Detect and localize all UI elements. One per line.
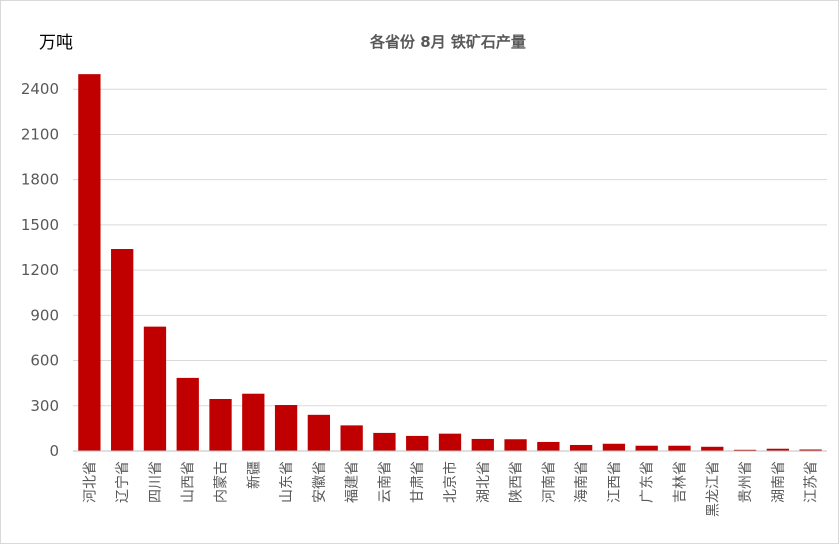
y-tick-labels: 0 300 600 900 1200 1500 1800 2100 2400 xyxy=(21,80,59,460)
category-label: 湖南省 xyxy=(771,461,787,503)
category-label: 福建省 xyxy=(345,461,361,503)
category-label: 江西省 xyxy=(607,461,623,503)
bar-3 xyxy=(176,377,199,451)
category-label: 吉林省 xyxy=(672,461,688,503)
category-label: 河南省 xyxy=(541,461,557,503)
bar-20 xyxy=(733,449,757,451)
category-label: 广东省 xyxy=(640,461,656,503)
bar-17 xyxy=(635,445,658,451)
y-tick-label: 300 xyxy=(30,397,59,415)
y-axis-unit-label: 万吨 xyxy=(39,33,73,53)
category-label: 湖北省 xyxy=(476,461,492,503)
category-label: 贵州省 xyxy=(738,461,754,503)
bar-16 xyxy=(602,443,626,451)
category-label: 黑龙江省 xyxy=(705,461,721,517)
bar-15 xyxy=(569,444,593,451)
bar-13 xyxy=(504,439,527,451)
category-label: 山西省 xyxy=(181,461,197,503)
y-tick-label: 1800 xyxy=(21,171,59,189)
bar-10 xyxy=(406,435,429,451)
bar-5 xyxy=(242,393,265,451)
category-label: 内蒙古 xyxy=(214,461,230,503)
bar-7 xyxy=(307,414,331,451)
y-tick-label: 900 xyxy=(30,306,59,324)
chart-title: 各省份 8月 铁矿石产量 xyxy=(369,33,526,51)
bar-9 xyxy=(373,432,396,451)
bar-11 xyxy=(438,433,462,451)
category-label: 山东省 xyxy=(279,461,295,503)
category-label: 北京市 xyxy=(442,461,459,503)
bar-6 xyxy=(274,405,298,451)
bar-19 xyxy=(701,446,724,451)
y-tick-label: 1200 xyxy=(21,261,59,279)
category-label: 辽宁省 xyxy=(114,461,131,503)
y-tick-label: 2100 xyxy=(21,125,59,143)
bar-21 xyxy=(766,448,789,451)
category-label: 云南省 xyxy=(377,461,393,503)
bar-14 xyxy=(537,441,560,451)
category-labels: 河北省 辽宁省 四川省 山西省 内蒙古 新疆 山东省 安徽省 福建省 云南省 甘肃省 北京市 湖北省 陕西… xyxy=(82,461,819,517)
bar-2 xyxy=(143,326,167,451)
y-tick-label: 600 xyxy=(30,352,59,370)
bar-22 xyxy=(799,449,822,451)
category-label: 海南省 xyxy=(574,461,590,503)
y-tick-label: 2400 xyxy=(21,80,59,98)
category-label: 河北省 xyxy=(82,461,98,503)
y-tick-label: 1500 xyxy=(21,216,59,234)
category-label: 新疆 xyxy=(246,461,262,489)
category-label: 江苏省 xyxy=(804,461,820,503)
bar-8 xyxy=(340,425,363,451)
bar-4 xyxy=(209,398,232,451)
gridlines xyxy=(73,88,827,407)
category-label: 四川省 xyxy=(148,461,164,503)
bars xyxy=(78,74,822,452)
bar-1 xyxy=(111,249,134,451)
bar-18 xyxy=(668,445,691,451)
bar-0 xyxy=(78,74,101,452)
category-label: 陕西省 xyxy=(509,461,525,503)
y-tick-label: 0 xyxy=(49,442,59,460)
category-label: 甘肃省 xyxy=(410,461,426,503)
category-label: 安徽省 xyxy=(312,461,328,503)
bar-12 xyxy=(471,438,494,451)
